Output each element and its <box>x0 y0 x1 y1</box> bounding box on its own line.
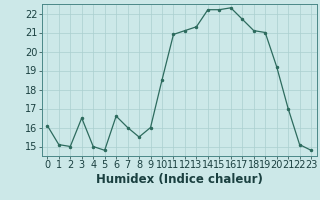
X-axis label: Humidex (Indice chaleur): Humidex (Indice chaleur) <box>96 173 263 186</box>
